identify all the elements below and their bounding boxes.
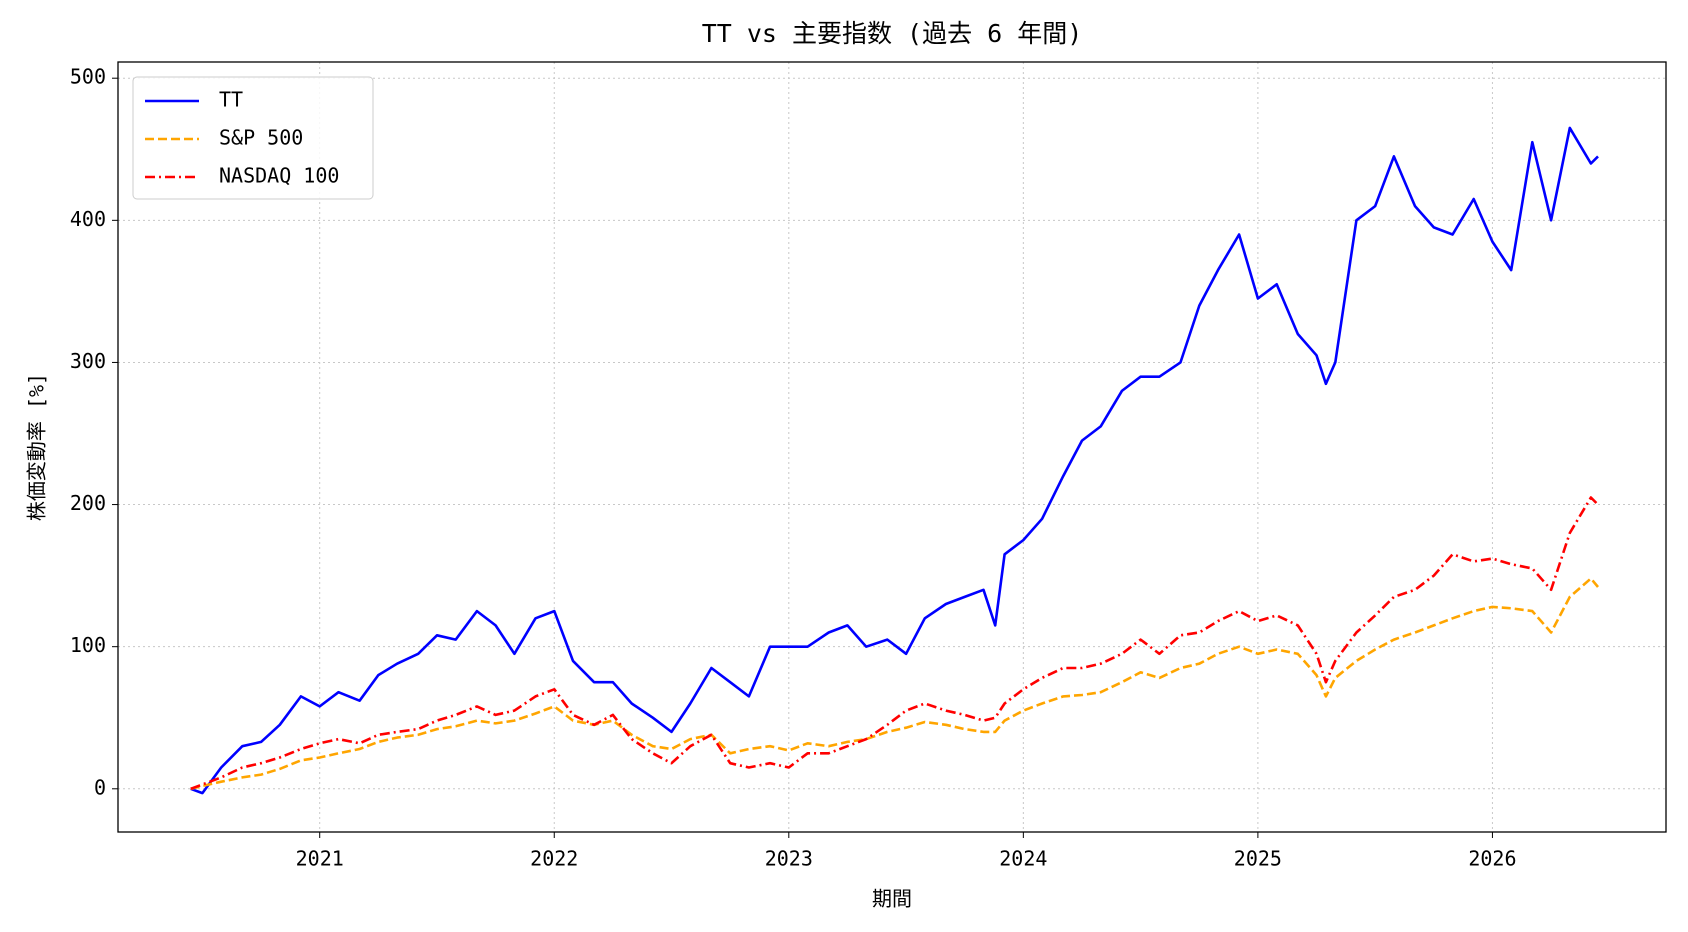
chart-title: TT vs 主要指数 (過去 6 年間) — [702, 19, 1083, 48]
line-series — [190, 126, 1599, 795]
x-axis-label: 期間 — [872, 887, 912, 911]
x-tick-label: 2026 — [1468, 847, 1516, 871]
y-tick-label: 200 — [70, 491, 106, 515]
y-axis-label: 株価変動率 [%] — [25, 373, 49, 521]
y-tick-label: 300 — [70, 349, 106, 373]
legend-label: TT — [219, 88, 243, 112]
x-tick-label: 2024 — [999, 847, 1047, 871]
x-tick-label: 2023 — [765, 847, 813, 871]
y-tick-label: 400 — [70, 207, 106, 231]
legend-label: S&P 500 — [219, 126, 303, 150]
x-tick-label: 2021 — [296, 847, 344, 871]
x-tick-label: 2022 — [530, 847, 578, 871]
y-tick-label: 0 — [94, 775, 106, 799]
y-tick-label: 100 — [70, 633, 106, 657]
line-series — [190, 496, 1599, 791]
y-tick-label: 500 — [70, 65, 106, 89]
x-tick-label: 2025 — [1234, 847, 1282, 871]
legend-box — [132, 76, 374, 200]
legend-label: NASDAQ 100 — [219, 164, 339, 188]
plot-frame — [117, 61, 1667, 833]
